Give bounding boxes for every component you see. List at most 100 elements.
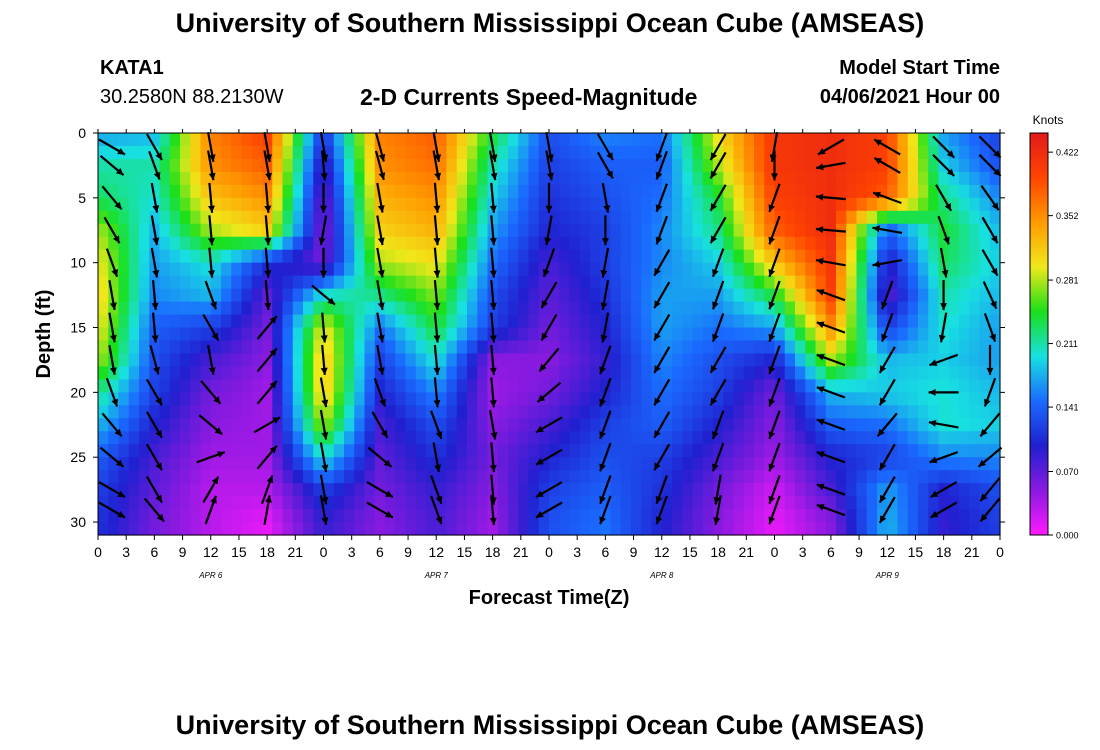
- heat-cell: [825, 314, 837, 329]
- heat-cell: [723, 171, 735, 186]
- heat-cell: [579, 301, 591, 316]
- heat-cell: [159, 171, 171, 186]
- heat-cell: [620, 301, 632, 316]
- heat-cell: [292, 379, 304, 393]
- heat-cell: [241, 418, 253, 432]
- heat-cell: [364, 249, 376, 264]
- heat-cell: [702, 314, 714, 329]
- heat-cell: [836, 327, 847, 342]
- heat-cell: [159, 288, 171, 303]
- heat-cell: [877, 340, 888, 355]
- heat-cell: [210, 522, 222, 536]
- heat-cell: [118, 184, 130, 199]
- heat-cell: [579, 405, 591, 419]
- heat-cell: [754, 431, 765, 445]
- heat-cell: [631, 158, 642, 173]
- heat-cell: [569, 184, 581, 199]
- heat-cell: [887, 158, 899, 173]
- heat-cell: [661, 483, 673, 497]
- heat-cell: [733, 418, 745, 432]
- heat-cell: [887, 262, 899, 277]
- heat-cell: [395, 405, 407, 419]
- arrow-head: [928, 388, 936, 396]
- arrow-head: [153, 366, 160, 375]
- heat-cell: [928, 171, 940, 186]
- heat-cell: [210, 288, 222, 303]
- heat-cell: [651, 223, 663, 238]
- heat-cell: [374, 496, 386, 510]
- heat-cell: [549, 184, 560, 199]
- heat-cell: [743, 275, 755, 290]
- heat-cell: [620, 483, 632, 497]
- heat-cell: [774, 262, 786, 277]
- current-arrow: [433, 344, 441, 375]
- heat-cell: [446, 444, 458, 458]
- heat-cell: [241, 496, 253, 510]
- heat-cell: [128, 249, 140, 264]
- heat-cell: [692, 314, 704, 329]
- heat-cell: [395, 210, 407, 225]
- heat-cell: [415, 366, 427, 380]
- heat-cell: [436, 418, 448, 432]
- heat-cell: [436, 522, 448, 536]
- arrow-head: [378, 153, 386, 162]
- heat-cell: [210, 145, 222, 160]
- heat-cell: [231, 353, 243, 368]
- current-arrow: [878, 378, 896, 406]
- heat-cell: [282, 509, 294, 523]
- x-tick-label: 21: [513, 544, 529, 560]
- heat-cell: [661, 496, 673, 510]
- heat-cell: [661, 457, 673, 471]
- heat-cell: [272, 470, 284, 484]
- heat-cell: [897, 158, 909, 173]
- heat-cell: [344, 366, 355, 380]
- heat-cell: [118, 275, 130, 290]
- heat-cell: [938, 210, 950, 225]
- heat-cell: [928, 522, 940, 536]
- heat-cell: [139, 262, 150, 277]
- heat-cell: [579, 184, 591, 199]
- heat-cell: [415, 470, 427, 484]
- heat-cell: [774, 509, 786, 523]
- heat-cell: [313, 262, 325, 277]
- current-arrow: [816, 503, 846, 517]
- heat-cell: [497, 353, 509, 368]
- current-arrow: [930, 501, 958, 519]
- chart-title: 2-D Currents Speed-Magnitude: [360, 84, 698, 110]
- heat-cell: [723, 509, 735, 523]
- heat-cell: [528, 457, 540, 471]
- heat-cell: [692, 444, 704, 458]
- heat-cell: [282, 444, 294, 458]
- x-tick-label: 6: [376, 544, 384, 560]
- current-arrow: [983, 377, 997, 407]
- heat-cell: [190, 405, 202, 419]
- heat-cell: [426, 133, 437, 147]
- heat-cell: [825, 145, 837, 160]
- heat-cell: [672, 275, 683, 290]
- heat-cell: [733, 184, 745, 199]
- heat-cell: [467, 405, 478, 419]
- heat-cell: [415, 314, 427, 329]
- heat-cell: [672, 133, 683, 147]
- arrow-head: [816, 321, 825, 329]
- heat-cell: [989, 158, 1001, 173]
- heat-cell: [477, 197, 489, 212]
- heat-cell: [487, 133, 499, 147]
- heat-cell: [846, 133, 858, 147]
- heat-cell: [610, 197, 622, 212]
- heat-cell: [733, 522, 745, 536]
- heat-cell: [702, 444, 714, 458]
- heat-cell: [836, 301, 847, 316]
- heat-cell: [907, 405, 919, 419]
- heat-cell: [764, 353, 776, 368]
- heat-cell: [395, 262, 407, 277]
- heat-cell: [508, 288, 519, 303]
- current-arrow: [320, 247, 327, 278]
- heat-cell: [497, 379, 509, 393]
- heat-cell: [333, 496, 345, 510]
- heat-cell: [610, 405, 622, 419]
- heat-cell: [467, 392, 478, 406]
- heat-cell: [221, 158, 232, 173]
- heat-cell: [231, 197, 243, 212]
- heat-cell: [251, 392, 263, 406]
